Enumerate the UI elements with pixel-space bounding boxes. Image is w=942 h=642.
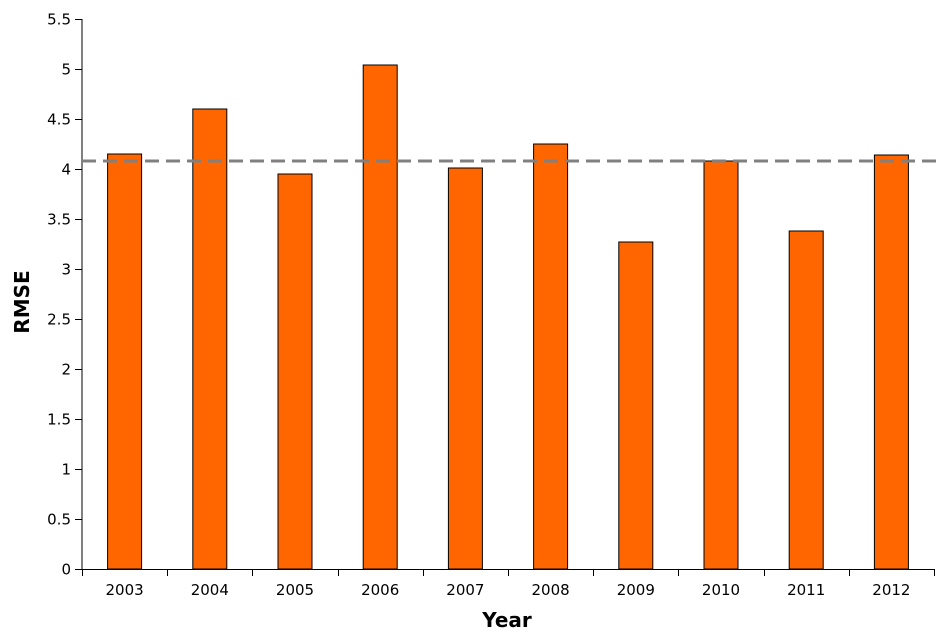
bar-2009: [618, 241, 654, 570]
y-tick-label: 4.5: [47, 111, 71, 129]
bars-group: [107, 64, 909, 570]
x-tick-label: 2009: [617, 581, 655, 599]
bar-2010: [703, 160, 739, 570]
y-tick-label: 3.5: [47, 211, 71, 229]
x-tick-label: 2011: [787, 581, 825, 599]
x-tick-label: 2010: [702, 581, 740, 599]
y-tick-label: 2.5: [47, 311, 71, 329]
x-axis: 2003 2004 2005 2006 2007 2008 2009 2010 2011 2012: [82, 569, 935, 599]
bar-2003: [107, 153, 143, 570]
bar-2012: [873, 154, 909, 570]
x-axis-title: Year: [481, 608, 532, 632]
y-axis: 0 0.5 1 1.5 2 2.5 3 3.5 4 4.5 5 5.5: [47, 11, 83, 579]
x-tick-label: 2006: [361, 581, 399, 599]
y-tick-label: 4: [61, 161, 71, 179]
y-tick-label: 1: [61, 461, 71, 479]
y-tick-label: 3: [61, 261, 71, 279]
bar-2008: [533, 143, 569, 570]
y-tick-label: 1.5: [47, 411, 71, 429]
x-tick-label: 2007: [446, 581, 484, 599]
x-tick-label: 2008: [532, 581, 570, 599]
x-tick-label: 2004: [191, 581, 229, 599]
y-tick-label: 5.5: [47, 11, 71, 29]
y-axis-title: RMSE: [10, 270, 34, 333]
y-tick-label: 5: [61, 61, 71, 79]
bar-2011: [788, 230, 824, 570]
x-tick-label: 2003: [106, 581, 144, 599]
bar-2004: [192, 108, 228, 570]
bar-2005: [277, 173, 313, 570]
bar-2006: [362, 64, 398, 570]
y-tick-label: 0.5: [47, 511, 71, 529]
x-tick-label: 2005: [276, 581, 314, 599]
x-tick-label: 2012: [872, 581, 910, 599]
y-tick-label: 2: [61, 361, 71, 379]
y-tick-label: 0: [61, 561, 71, 579]
bar-2007: [447, 167, 483, 570]
